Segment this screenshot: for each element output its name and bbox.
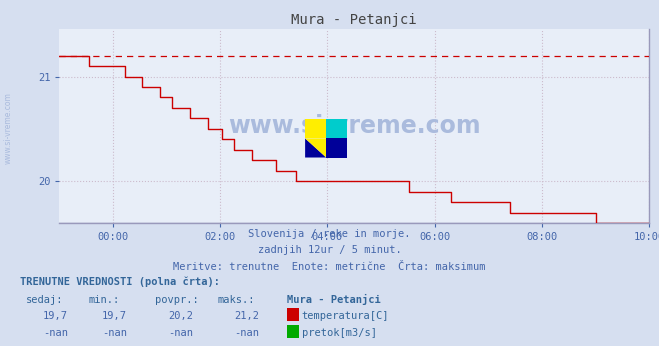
Text: povpr.:: povpr.: <box>155 295 198 305</box>
Title: Mura - Petanjci: Mura - Petanjci <box>291 13 417 27</box>
Text: -nan: -nan <box>168 328 193 338</box>
Text: pretok[m3/s]: pretok[m3/s] <box>302 328 377 338</box>
Text: 20,2: 20,2 <box>168 311 193 321</box>
Text: -nan: -nan <box>234 328 259 338</box>
Text: -nan: -nan <box>43 328 68 338</box>
Text: 19,7: 19,7 <box>102 311 127 321</box>
Text: min.:: min.: <box>89 295 120 305</box>
Text: 21,2: 21,2 <box>234 311 259 321</box>
Text: zadnjih 12ur / 5 minut.: zadnjih 12ur / 5 minut. <box>258 245 401 255</box>
Text: TRENUTNE VREDNOSTI (polna črta):: TRENUTNE VREDNOSTI (polna črta): <box>20 277 219 288</box>
Text: sedaj:: sedaj: <box>26 295 64 305</box>
Text: 19,7: 19,7 <box>43 311 68 321</box>
Text: Slovenija / reke in morje.: Slovenija / reke in morje. <box>248 229 411 239</box>
Text: Mura - Petanjci: Mura - Petanjci <box>287 294 380 305</box>
Text: -nan: -nan <box>102 328 127 338</box>
Text: Meritve: trenutne  Enote: metrične  Črta: maksimum: Meritve: trenutne Enote: metrične Črta: … <box>173 262 486 272</box>
Text: temperatura[C]: temperatura[C] <box>302 311 389 321</box>
Text: maks.:: maks.: <box>217 295 255 305</box>
Text: www.si-vreme.com: www.si-vreme.com <box>228 114 480 138</box>
Text: www.si-vreme.com: www.si-vreme.com <box>3 92 13 164</box>
